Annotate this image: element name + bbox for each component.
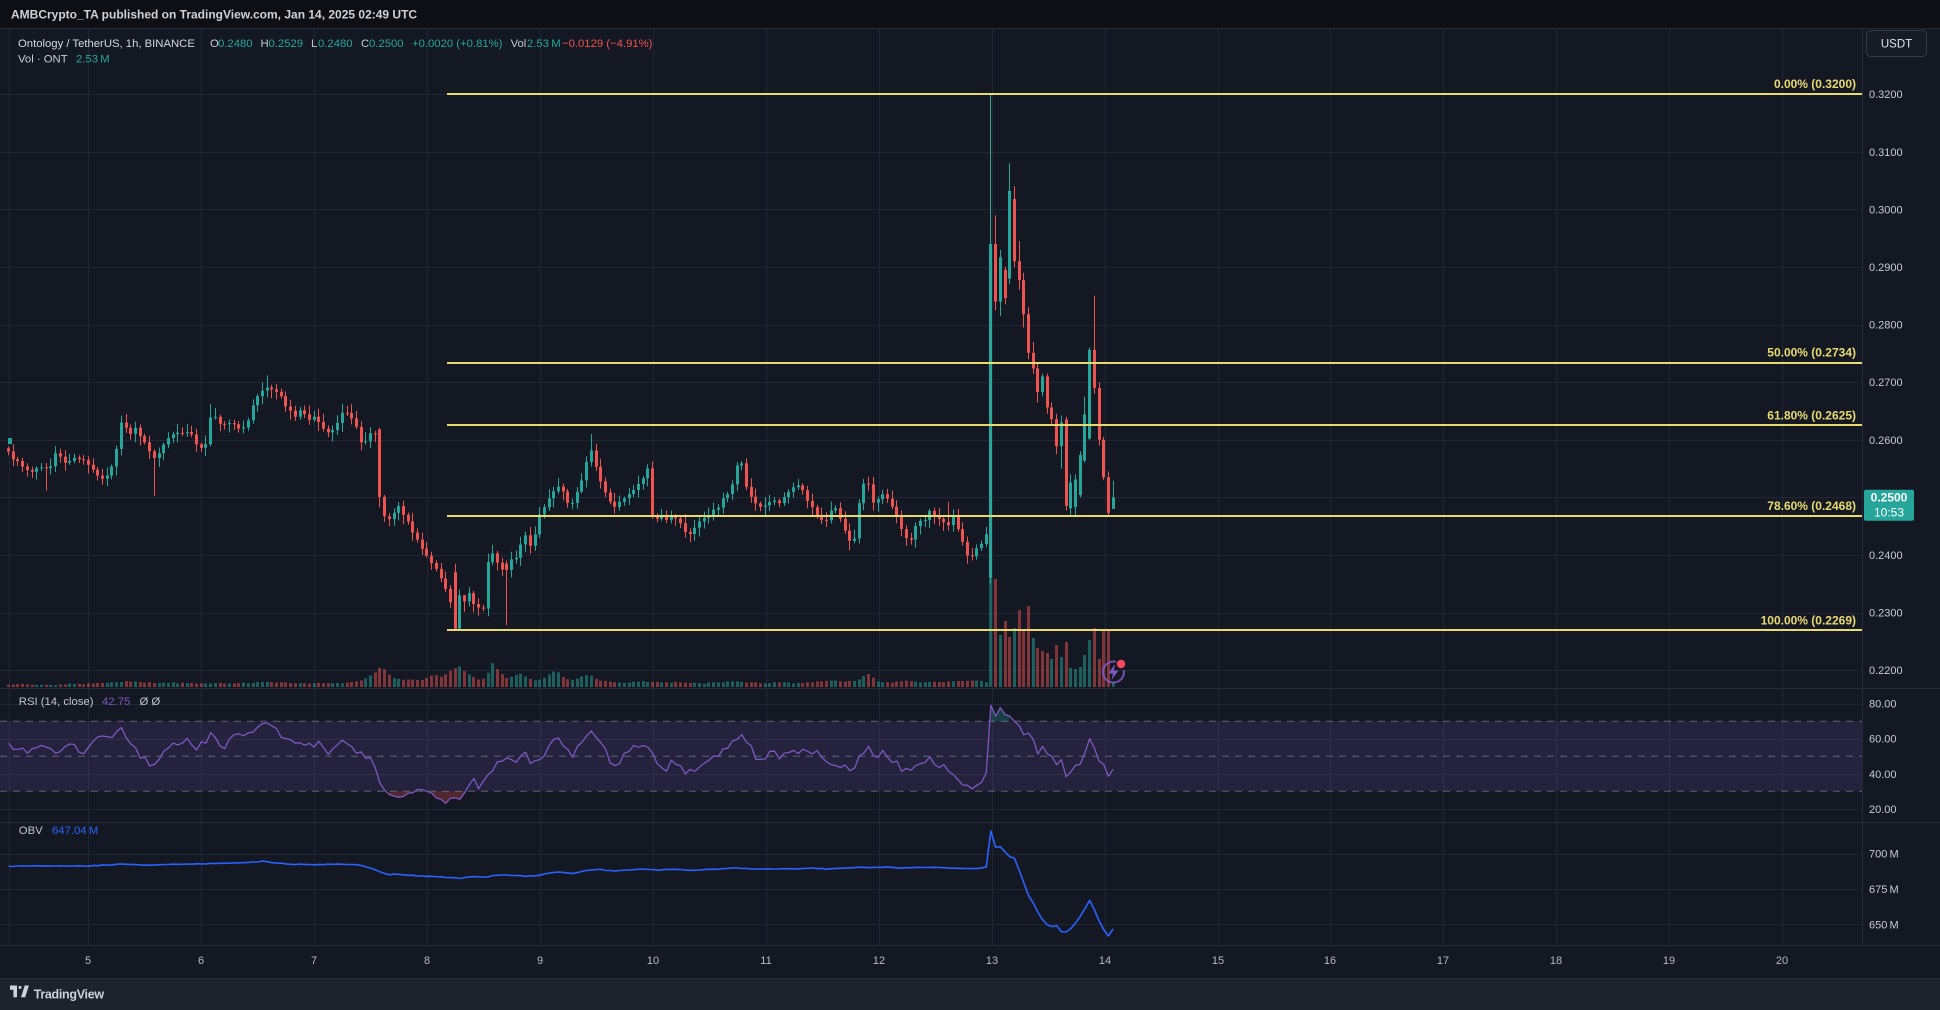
svg-text:0.3200: 0.3200 [1869,89,1903,101]
svg-text:0.2529: 0.2529 [269,38,304,50]
svg-text:0.2600: 0.2600 [1869,435,1903,447]
svg-text:42.75: 42.75 [102,696,130,708]
svg-text:0.2300: 0.2300 [1869,608,1903,620]
svg-text:2.53 M: 2.53 M [527,38,561,50]
svg-text:0.2480: 0.2480 [318,38,353,50]
svg-text:12: 12 [873,955,885,967]
svg-text:6: 6 [198,955,204,967]
svg-text:16: 16 [1324,955,1336,967]
svg-text:100.00% (0.2269): 100.00% (0.2269) [1761,614,1856,628]
svg-text:647.04 M: 647.04 M [52,825,98,837]
svg-text:TradingView: TradingView [34,988,105,1002]
svg-text:Vol · ONT: Vol · ONT [18,54,68,66]
svg-text:USDT: USDT [1881,39,1912,51]
svg-text:0.2480: 0.2480 [218,38,253,50]
svg-text:80.00: 80.00 [1869,699,1897,711]
svg-text:0.3000: 0.3000 [1869,204,1903,216]
svg-text:0.2200: 0.2200 [1869,665,1903,677]
svg-text:O: O [210,38,219,50]
svg-text:+0.0020 (+0.81%): +0.0020 (+0.81%) [412,38,503,50]
svg-text:700 M: 700 M [1869,849,1899,861]
svg-text:0.3100: 0.3100 [1869,147,1903,159]
svg-text:0.2500: 0.2500 [369,38,404,50]
svg-text:0.00% (0.3200): 0.00% (0.3200) [1774,77,1856,91]
svg-text:L: L [311,38,317,50]
svg-text:7: 7 [311,955,317,967]
svg-text:650 M: 650 M [1869,920,1899,932]
svg-text:50.00% (0.2734): 50.00% (0.2734) [1767,346,1856,360]
svg-text:0.2800: 0.2800 [1869,320,1903,332]
svg-text:H: H [261,38,269,50]
svg-text:9: 9 [537,955,543,967]
svg-text:0.2500: 0.2500 [1871,490,1908,504]
svg-text:14: 14 [1099,955,1111,967]
svg-text:0.2400: 0.2400 [1869,550,1903,562]
svg-text:11: 11 [760,955,771,967]
svg-text:C: C [361,38,369,50]
svg-text:0.2900: 0.2900 [1869,262,1903,274]
svg-text:675 M: 675 M [1869,884,1899,896]
svg-text:78.60% (0.2468): 78.60% (0.2468) [1767,499,1856,513]
svg-text:AMBCrypto_TA published on Trad: AMBCrypto_TA published on TradingView.co… [11,8,417,22]
svg-text:19: 19 [1663,955,1675,967]
svg-text:Ø Ø: Ø Ø [140,696,161,708]
svg-text:2.53 M: 2.53 M [76,54,110,66]
svg-text:13: 13 [986,955,998,967]
svg-text:20.00: 20.00 [1869,804,1897,816]
svg-text:15: 15 [1212,955,1224,967]
svg-text:17: 17 [1437,955,1449,967]
svg-text:−0.0129 (−4.91%): −0.0129 (−4.91%) [562,38,653,50]
svg-text:20: 20 [1776,955,1788,967]
svg-text:61.80% (0.2625): 61.80% (0.2625) [1767,408,1856,422]
svg-text:8: 8 [424,955,430,967]
svg-text:40.00: 40.00 [1869,769,1897,781]
svg-text:18: 18 [1550,955,1562,967]
svg-text:0.2700: 0.2700 [1869,377,1903,389]
svg-text:10: 10 [647,955,659,967]
svg-text:OBV: OBV [19,825,43,837]
svg-text:Vol: Vol [511,38,527,50]
svg-text:60.00: 60.00 [1869,734,1897,746]
svg-text:Ontology / TetherUS, 1h, BINAN: Ontology / TetherUS, 1h, BINANCE [18,38,195,50]
svg-text:5: 5 [85,955,91,967]
svg-text:RSI (14, close): RSI (14, close) [19,696,94,708]
svg-text:10:53: 10:53 [1874,505,1904,519]
